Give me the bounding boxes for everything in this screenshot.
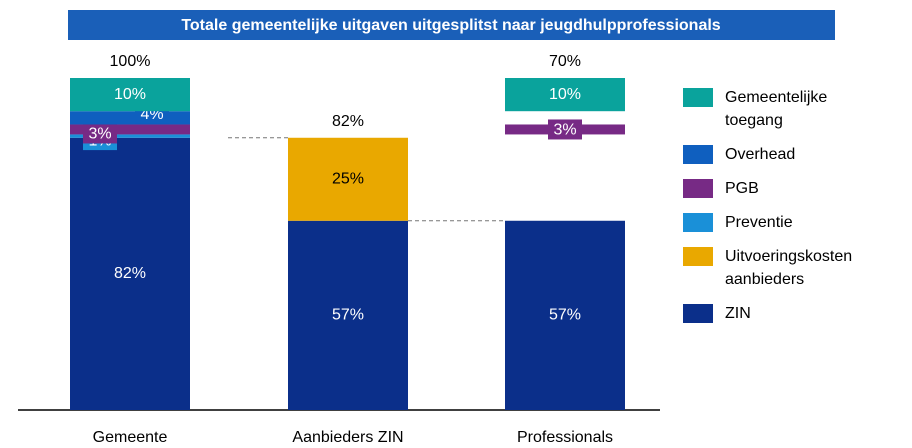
data-label: 82% — [114, 265, 146, 282]
legend-label: Gemeentelijke toegang — [725, 89, 828, 129]
data-label: 57% — [332, 307, 364, 324]
legend-swatch — [683, 88, 713, 107]
label-box — [548, 119, 582, 140]
bar-segment — [288, 137, 408, 221]
legend-item: Overhead — [683, 143, 903, 166]
bar-segment — [505, 220, 625, 410]
legend-swatch — [683, 179, 713, 198]
x-tick-label: Gemeente — [93, 429, 168, 446]
total-label: 100% — [110, 53, 151, 70]
bar-segment — [288, 220, 408, 410]
x-tick-label: Aanbieders ZIN — [292, 429, 403, 446]
legend-swatch — [683, 304, 713, 323]
legend-swatch — [683, 213, 713, 232]
label-box — [83, 123, 117, 144]
data-label: 3% — [553, 122, 576, 139]
data-label: 3% — [88, 126, 111, 143]
bar-segment — [505, 78, 625, 112]
bar-segment — [70, 137, 190, 410]
legend-item: Uitvoeringskosten aanbieders — [683, 245, 903, 291]
legend-swatch — [683, 247, 713, 266]
bar-segment — [70, 124, 190, 135]
x-tick-label: Professionals — [517, 429, 613, 446]
legend-label: Overhead — [725, 146, 796, 163]
data-label: 25% — [332, 170, 364, 187]
data-label: 57% — [549, 307, 581, 324]
legend-item: Gemeentelijke toegang — [683, 86, 903, 132]
title-bar — [68, 10, 835, 40]
legend-label: ZIN — [725, 305, 751, 322]
bar-segment — [70, 78, 190, 112]
legend-item: Preventie — [683, 211, 903, 234]
legend-item: ZIN — [683, 302, 903, 325]
legend-label: Preventie — [725, 214, 793, 231]
data-label: 10% — [549, 86, 581, 103]
chart-title: Totale gemeentelijke uitgaven uitgesplit… — [181, 17, 720, 34]
legend-label: PGB — [725, 180, 759, 197]
legend-swatch — [683, 145, 713, 164]
total-label: 82% — [332, 113, 364, 130]
legend-label: Uitvoeringskosten aanbieders — [725, 248, 853, 288]
bar-segment — [70, 134, 190, 138]
total-label: 70% — [549, 53, 581, 70]
legend-item: PGB — [683, 177, 903, 200]
data-label: 10% — [114, 86, 146, 103]
bar-segment — [70, 111, 190, 125]
legend: Gemeentelijke toegang Overhead PGB Preventi… — [683, 86, 903, 325]
